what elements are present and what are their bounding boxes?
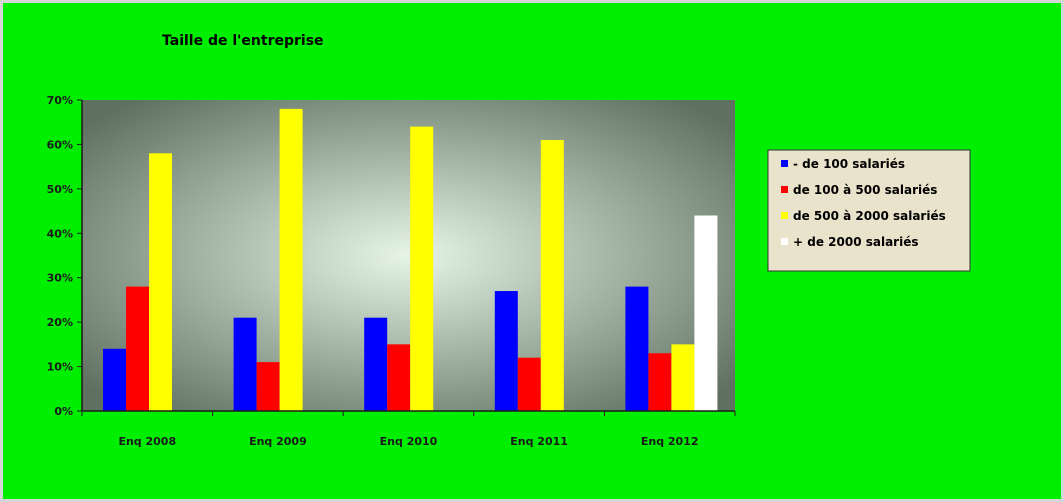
legend-swatch	[781, 160, 788, 167]
bar-2-enq-2009	[256, 362, 280, 411]
bar-2-enq-2010	[387, 344, 411, 411]
bar-1-enq-2011	[494, 291, 518, 411]
y-tick-label: 0%	[54, 405, 73, 418]
legend-swatch	[781, 186, 788, 193]
bar-3-enq-2009	[279, 108, 303, 411]
legend-swatch	[781, 238, 788, 245]
x-tick-label: Enq 2009	[249, 435, 307, 448]
bar-2-enq-2012	[648, 353, 672, 411]
y-tick-label: 10%	[47, 361, 73, 374]
legend-items: - de 100 salariés de 100 à 500 salariés de…	[781, 157, 946, 249]
legend-label: de 100 à 500 salariés	[793, 183, 937, 197]
bar-4-enq-2012	[694, 215, 718, 411]
x-tick-label: Enq 2010	[380, 435, 438, 448]
x-tick-label: Enq 2008	[118, 435, 176, 448]
bar-2-enq-2008	[126, 286, 149, 411]
legend-label: de 500 à 2000 salariés	[793, 209, 946, 223]
bar-3-enq-2012	[671, 344, 695, 411]
x-tick-label: Enq 2011	[510, 435, 568, 448]
y-tick-label: 30%	[47, 272, 73, 285]
x-tick-label: Enq 2012	[641, 435, 699, 448]
bar-3-enq-2011	[540, 139, 564, 411]
bar-3-enq-2008	[149, 153, 172, 412]
legend-label: + de 2000 salariés	[793, 235, 918, 249]
y-tick-label: 40%	[47, 227, 73, 240]
y-tick-label: 60%	[47, 138, 73, 151]
y-tick-label: 70%	[47, 94, 73, 107]
chart-title: Taille de l'entreprise	[162, 33, 324, 49]
chart-container: Taille de l'entreprise 0% 10% 20% 30% 40% 50%…	[3, 3, 1061, 499]
bar-1-enq-2008	[103, 348, 126, 411]
bar-1-enq-2009	[233, 317, 257, 411]
legend: - de 100 salariés de 100 à 500 salariés de…	[767, 149, 971, 272]
axes-layer: 0% 10% 20% 30% 40% 50% 60% 70% Enq 2008 Enq 2009 E…	[47, 94, 736, 448]
legend-box	[767, 149, 971, 272]
legend-swatch	[781, 212, 788, 219]
bar-1-enq-2012	[625, 286, 649, 411]
bar-2-enq-2011	[517, 357, 541, 411]
bars-layer	[103, 108, 718, 412]
bar-1-enq-2010	[364, 317, 388, 411]
y-tick-label: 20%	[47, 316, 73, 329]
bar-3-enq-2010	[410, 126, 434, 412]
y-tick-label: 50%	[47, 183, 73, 196]
chart-svg: Taille de l'entreprise 0% 10% 20% 30% 40% 50%…	[3, 3, 1061, 499]
legend-label: - de 100 salariés	[793, 157, 905, 171]
